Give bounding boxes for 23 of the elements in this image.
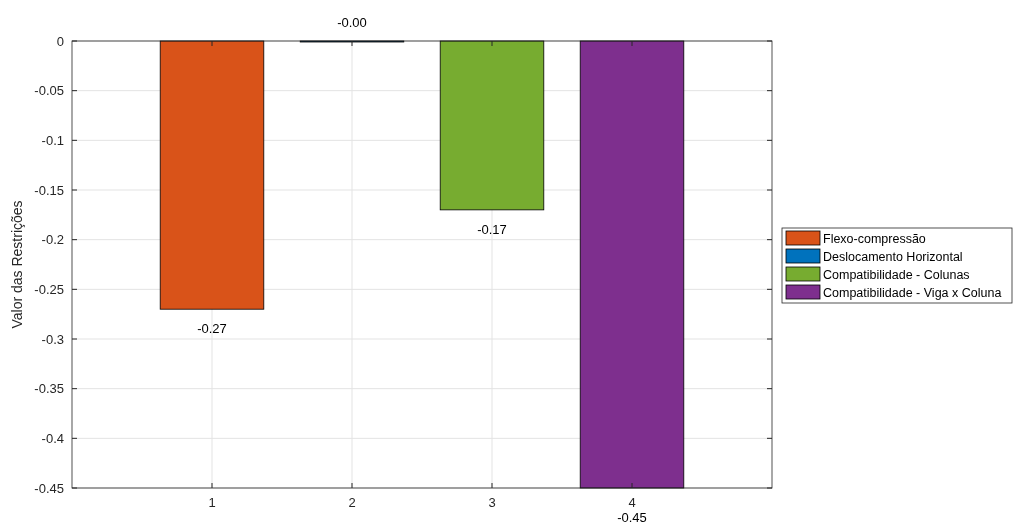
y-tick-label: -0.4 (41, 430, 64, 446)
y-tick-label: -0.3 (41, 331, 64, 347)
y-tick-label: -0.15 (34, 182, 64, 198)
x-tick-label: 3 (488, 495, 496, 510)
legend-label: Flexo-compressão (823, 232, 926, 246)
legend-label: Compatibilidade - Colunas (823, 268, 970, 282)
y-tick-label: -0.2 (41, 232, 64, 248)
y-tick-label: -0.45 (34, 480, 64, 496)
data-label: -0.45 (617, 510, 647, 525)
y-tick-label: -0.1 (41, 132, 64, 148)
y-tick-label: -0.05 (34, 83, 64, 99)
x-tick-label: 4 (628, 495, 636, 510)
data-label: -0.00 (337, 15, 367, 30)
y-tick-label: -0.35 (34, 381, 64, 397)
y-axis-title: Valor das Restrições (9, 200, 25, 329)
y-tick-label: -0.25 (34, 281, 64, 297)
x-tick-label: 2 (348, 495, 356, 510)
data-label: -0.17 (477, 221, 507, 237)
legend-label: Compatibilidade - Viga x Coluna (823, 286, 1002, 300)
y-tick-label: 0 (56, 33, 64, 49)
legend-label: Deslocamento Horizontal (823, 250, 963, 264)
data-label: -0.27 (197, 321, 227, 337)
x-tick-label: 1 (208, 495, 216, 510)
